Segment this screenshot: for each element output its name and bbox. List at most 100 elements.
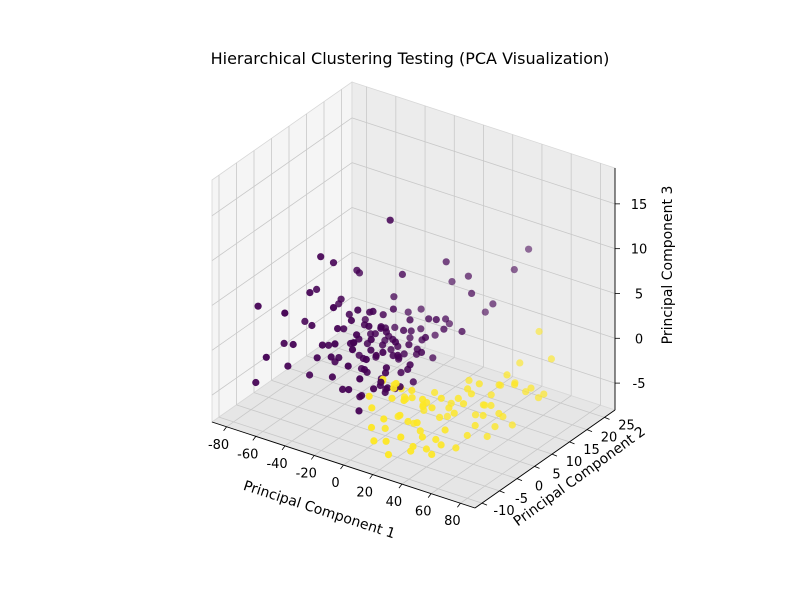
point-cluster-0 — [306, 289, 313, 296]
x-tick — [311, 455, 314, 459]
point-cluster-1 — [451, 410, 458, 417]
x-axis-label: Principal Component 1 — [241, 478, 397, 542]
point-cluster-0 — [345, 363, 352, 370]
point-cluster-0 — [338, 296, 345, 303]
point-cluster-1 — [419, 396, 426, 403]
point-cluster-0 — [392, 339, 399, 346]
point-cluster-0 — [406, 334, 413, 341]
point-cluster-0 — [468, 290, 475, 297]
y-tick — [587, 430, 592, 432]
point-cluster-0 — [380, 311, 387, 318]
point-cluster-1 — [388, 395, 395, 402]
y-tick-label: 5 — [552, 467, 560, 482]
point-cluster-1 — [393, 380, 400, 387]
x-tick — [399, 484, 402, 488]
x-tick-label: 20 — [356, 486, 373, 501]
point-cluster-1 — [423, 445, 430, 452]
point-cluster-1 — [431, 389, 438, 396]
point-cluster-1 — [442, 426, 449, 433]
point-cluster-0 — [401, 350, 408, 357]
point-cluster-0 — [350, 339, 357, 346]
point-cluster-0 — [407, 361, 414, 368]
point-cluster-1 — [368, 404, 375, 411]
point-cluster-1 — [480, 412, 487, 419]
point-cluster-0 — [345, 386, 352, 393]
point-cluster-1 — [409, 443, 416, 450]
point-cluster-1 — [472, 411, 479, 418]
point-cluster-1 — [366, 393, 373, 400]
point-cluster-1 — [385, 451, 392, 458]
point-cluster-0 — [330, 304, 337, 311]
point-cluster-1 — [491, 423, 498, 430]
point-cluster-0 — [391, 324, 398, 331]
point-cluster-1 — [432, 436, 439, 443]
point-cluster-0 — [317, 253, 324, 260]
point-cluster-0 — [355, 407, 362, 414]
point-cluster-0 — [400, 327, 407, 334]
y-tick — [552, 454, 557, 456]
point-cluster-1 — [380, 415, 387, 422]
point-cluster-0 — [281, 340, 288, 347]
point-cluster-0 — [406, 316, 413, 323]
point-cluster-1 — [460, 400, 467, 407]
point-cluster-1 — [472, 422, 479, 429]
x-tick — [341, 465, 344, 469]
chart-title: Hierarchical Clustering Testing (PCA Vis… — [211, 49, 610, 68]
point-cluster-0 — [377, 379, 384, 386]
point-cluster-1 — [468, 390, 475, 397]
point-cluster-0 — [363, 356, 370, 363]
point-cluster-0 — [372, 330, 379, 337]
point-cluster-0 — [511, 266, 518, 273]
z-tick-label: 5 — [635, 288, 643, 303]
point-cluster-1 — [428, 404, 435, 411]
point-cluster-0 — [284, 363, 291, 370]
point-cluster-0 — [369, 308, 376, 315]
point-cluster-0 — [328, 353, 335, 360]
point-cluster-1 — [409, 394, 416, 401]
point-cluster-1 — [536, 328, 543, 335]
point-cluster-0 — [405, 341, 412, 348]
x-tick-label: 0 — [331, 476, 339, 491]
point-cluster-1 — [382, 425, 389, 432]
point-cluster-0 — [440, 326, 447, 333]
point-cluster-1 — [480, 401, 487, 408]
y-tick — [482, 503, 487, 505]
x-tick-label: -20 — [296, 466, 317, 481]
point-cluster-1 — [509, 421, 516, 428]
y-tick — [535, 466, 540, 468]
z-tick-label: 0 — [635, 332, 643, 347]
point-cluster-0 — [346, 311, 353, 318]
point-cluster-0 — [358, 392, 365, 399]
point-cluster-0 — [308, 322, 315, 329]
point-cluster-0 — [390, 293, 397, 300]
point-cluster-1 — [511, 381, 518, 388]
y-tick — [605, 417, 610, 419]
point-cluster-1 — [484, 433, 491, 440]
point-cluster-0 — [399, 271, 406, 278]
point-cluster-0 — [379, 341, 386, 348]
y-tick — [517, 479, 522, 481]
point-cluster-0 — [354, 307, 361, 314]
point-cluster-0 — [255, 303, 262, 310]
point-cluster-0 — [314, 354, 321, 361]
point-cluster-1 — [496, 381, 503, 388]
point-cluster-0 — [417, 325, 424, 332]
x-tick — [370, 475, 373, 479]
x-tick — [282, 446, 285, 450]
point-cluster-0 — [394, 352, 401, 359]
point-cluster-0 — [442, 315, 449, 322]
point-cluster-1 — [408, 387, 415, 394]
point-cluster-0 — [489, 300, 496, 307]
point-cluster-1 — [464, 432, 471, 439]
point-cluster-1 — [516, 359, 523, 366]
point-cluster-0 — [301, 318, 308, 325]
point-cluster-0 — [387, 217, 394, 224]
point-cluster-0 — [458, 328, 465, 335]
point-cluster-0 — [368, 336, 375, 343]
point-cluster-1 — [400, 397, 407, 404]
point-cluster-1 — [397, 434, 404, 441]
point-cluster-0 — [325, 342, 332, 349]
point-cluster-1 — [540, 391, 547, 398]
point-cluster-0 — [331, 340, 338, 347]
